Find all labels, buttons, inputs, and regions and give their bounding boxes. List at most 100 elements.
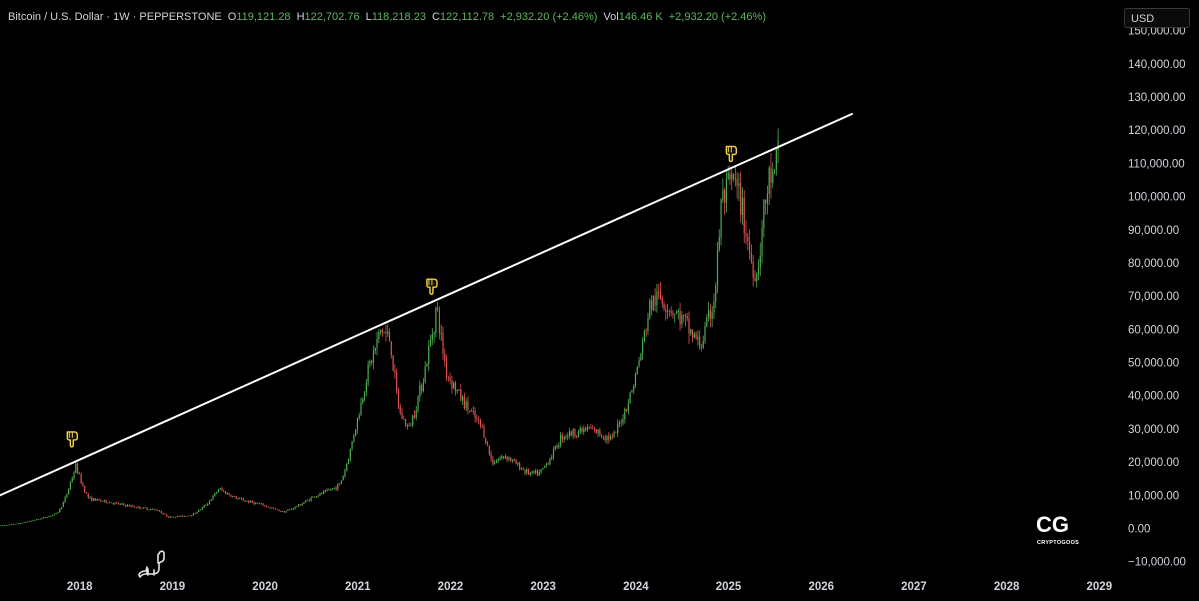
candle-body — [738, 183, 740, 186]
candle-body — [558, 445, 560, 448]
candle-body — [483, 426, 485, 438]
time-axis[interactable]: 2018 2019 2020 2021 2022 2023 2024 2025 2026 2027… — [67, 581, 1112, 593]
peak-markers — [66, 145, 738, 448]
candle-body — [633, 386, 635, 391]
candle-body — [506, 456, 508, 460]
candle-body — [577, 432, 580, 437]
candle-body — [116, 502, 118, 504]
candle-body — [415, 410, 417, 418]
candle-body — [412, 415, 414, 426]
candle-body — [50, 515, 52, 517]
candle-body — [237, 498, 239, 500]
currency-selector[interactable]: USD — [1124, 8, 1190, 28]
candle-body — [84, 486, 86, 493]
candle-body — [593, 428, 596, 430]
candle-body — [435, 307, 437, 333]
candle-body — [429, 339, 432, 347]
price-tick-label: 100,000.00 — [1128, 192, 1186, 204]
candle-body — [214, 493, 216, 496]
candle-body — [255, 502, 257, 505]
candle-body — [9, 524, 11, 526]
candle-body — [520, 468, 523, 470]
candle-body — [649, 300, 651, 318]
candle-body — [543, 465, 546, 468]
candle-body — [474, 410, 476, 419]
time-tick-label: 2028 — [994, 581, 1020, 593]
candle-body — [367, 364, 369, 383]
candle-body — [583, 428, 585, 432]
candle-body — [344, 470, 346, 477]
candle-body — [488, 445, 490, 454]
candle-body — [201, 507, 203, 510]
candle-body — [470, 411, 473, 412]
candle-body — [552, 448, 555, 458]
candle-body — [192, 513, 195, 516]
candle-body — [403, 418, 405, 420]
candle-body — [486, 443, 489, 446]
symbol-legend: Bitcoin / U.S. Dollar · 1W · PEPPERSTONE… — [8, 11, 766, 23]
time-tick-label: 2024 — [623, 581, 649, 593]
candle-body — [700, 347, 703, 349]
candle-body — [376, 338, 378, 348]
candle-body — [123, 503, 125, 506]
candle-body — [267, 506, 269, 508]
candle-body — [715, 286, 717, 302]
price-axis[interactable]: 150,000.00 140,000.00 130,000.00 120,000.00… — [1128, 26, 1186, 569]
candle-body — [668, 311, 670, 312]
resistance-trendline[interactable] — [0, 112, 854, 497]
candle-body — [467, 401, 469, 411]
candle-body — [629, 392, 631, 404]
candle-body — [98, 498, 100, 501]
candle-body — [324, 490, 326, 492]
candle-body — [670, 311, 672, 313]
candle-body — [347, 459, 350, 465]
candle-body — [246, 501, 248, 502]
candle-body — [331, 488, 334, 490]
candle-body — [454, 382, 457, 392]
candle-body — [372, 351, 375, 363]
price-tick-label: 130,000.00 — [1128, 92, 1186, 104]
candle-body — [191, 515, 193, 517]
candle-body — [80, 473, 82, 484]
candle-body — [189, 515, 191, 517]
candle-body — [410, 425, 412, 427]
candle-body — [522, 468, 524, 470]
candle-body — [62, 502, 64, 508]
candle-body — [656, 291, 658, 306]
candle-body — [299, 504, 301, 506]
candle-body — [392, 355, 394, 371]
candle-body — [510, 457, 512, 461]
time-tick-label: 2021 — [345, 581, 371, 593]
time-tick-label: 2023 — [530, 581, 556, 593]
candle-body — [663, 303, 665, 310]
symbol-title[interactable]: Bitcoin / U.S. Dollar · 1W · PEPPERSTONE — [8, 11, 222, 23]
candle-body — [540, 469, 542, 473]
candle-body — [401, 412, 403, 419]
candle-body — [315, 496, 318, 498]
candle-body — [490, 453, 492, 459]
candle-body — [107, 502, 109, 504]
candle-body — [71, 478, 73, 482]
candle-body — [2, 525, 4, 527]
candle-body — [273, 508, 275, 509]
candle-body — [725, 178, 728, 203]
candle-body — [759, 255, 761, 268]
candle-body — [618, 422, 621, 425]
dino-icon[interactable] — [138, 550, 165, 578]
candle-body — [529, 472, 531, 475]
candle-body — [650, 300, 653, 311]
candle-body — [203, 505, 205, 508]
candle-body — [665, 309, 667, 312]
candle-body — [258, 503, 260, 505]
candle-body — [125, 505, 127, 507]
candle-body — [722, 190, 724, 200]
candle-body — [239, 498, 241, 500]
price-tick-label: 30,000.00 — [1128, 424, 1179, 436]
candle-body — [66, 494, 68, 498]
candle-body — [449, 377, 451, 381]
candle-body — [750, 252, 752, 262]
candle-body — [39, 518, 41, 520]
candle-body — [319, 492, 321, 496]
candle-body — [718, 237, 720, 250]
